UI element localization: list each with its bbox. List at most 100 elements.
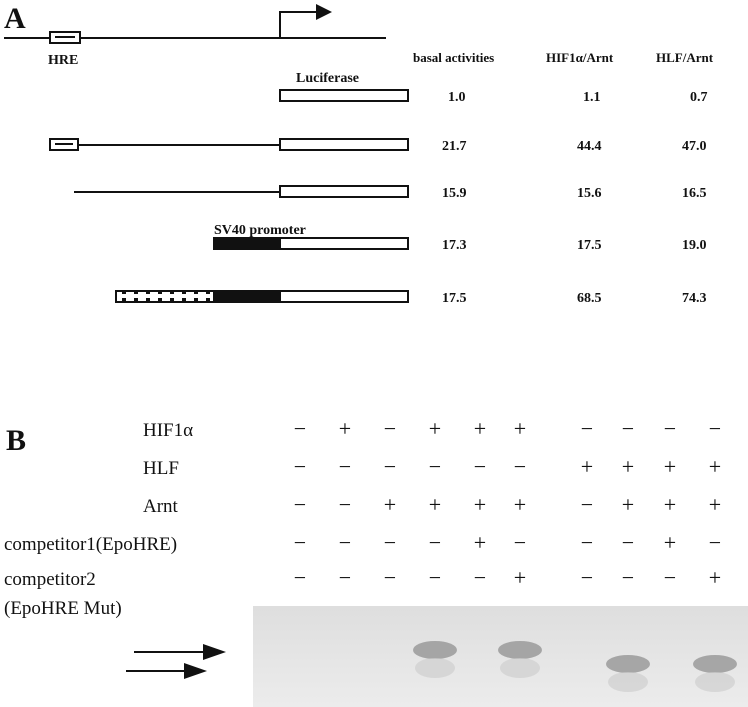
gel-band-smear (415, 658, 455, 678)
value-cell: 68.5 (577, 291, 602, 306)
lane-sign: − (581, 416, 593, 441)
lane-sign: − (339, 530, 351, 555)
value-cell: 21.7 (442, 139, 467, 154)
lane-sign: + (429, 492, 441, 517)
hre-label: HRE (48, 53, 78, 68)
panel-a-letter: A (4, 2, 26, 35)
lane-sign: + (514, 492, 526, 517)
construct-row-2 (49, 138, 409, 151)
factor-label-competitor2-mut: (EpoHRE Mut) (4, 598, 122, 619)
lane-sign: − (622, 565, 634, 590)
factor-labels: HIF1α HLF Arnt competitor1(EpoHRE) compe… (4, 420, 193, 619)
gel-band-smear (500, 658, 540, 678)
lane-sign: − (514, 454, 526, 479)
header-basal: basal activities (413, 50, 494, 65)
value-cell: 1.1 (583, 90, 601, 105)
lane-sign: − (384, 454, 396, 479)
gel-band (498, 641, 542, 659)
band-arrows (126, 644, 226, 679)
luciferase-box (279, 237, 409, 250)
luciferase-label: Luciferase (296, 71, 359, 86)
lane-sign: + (664, 492, 676, 517)
value-cell: 17.5 (442, 291, 467, 306)
lane-sign: − (294, 530, 306, 555)
sv40-promoter-label: SV40 promoter (214, 223, 306, 238)
gel-band (413, 641, 457, 659)
lane-sign: − (384, 416, 396, 441)
lane-sign: − (294, 565, 306, 590)
panel-b-letter: B (6, 424, 26, 457)
arrow-head-icon (316, 4, 332, 20)
lane-sign: + (474, 416, 486, 441)
lane-sign: − (429, 530, 441, 555)
lane-sign: − (581, 492, 593, 517)
lane-sign: − (664, 416, 676, 441)
genomic-map: HRE (4, 4, 386, 68)
lane-sign: − (581, 530, 593, 555)
gel-band (606, 655, 650, 673)
gel-band (693, 655, 737, 673)
gel-bands (413, 641, 737, 692)
lane-sign: − (294, 454, 306, 479)
gel-image (253, 606, 748, 707)
lane-sign: + (622, 492, 634, 517)
sv40-promoter-box (213, 290, 281, 303)
lane-sign: + (474, 492, 486, 517)
activity-values: 1.0 1.1 0.7 21.7 44.4 47.0 15.9 15.6 16.… (442, 90, 708, 306)
lane-sign: + (709, 454, 721, 479)
header-hif1a-arnt: HIF1α/Arnt (546, 50, 614, 65)
lane-sign: − (622, 530, 634, 555)
construct-row-4: SV40 promoter (213, 223, 409, 250)
sv40-promoter-box (213, 237, 281, 250)
activity-headers: basal activities HIF1α/Arnt HLF/Arnt (413, 50, 714, 65)
value-cell: 0.7 (690, 90, 708, 105)
lane-sign: − (339, 454, 351, 479)
lane-sign: + (514, 416, 526, 441)
lane-sign: + (384, 492, 396, 517)
hre-repeats-box (115, 290, 215, 303)
header-hlf-arnt: HLF/Arnt (656, 50, 714, 65)
lane-sign: − (581, 565, 593, 590)
luciferase-box (279, 89, 409, 102)
lane-sign: + (622, 454, 634, 479)
upper-band-arrow-icon (203, 644, 226, 660)
luciferase-box (279, 185, 409, 198)
luciferase-box (279, 290, 409, 303)
lane-sign: − (339, 492, 351, 517)
luciferase-box (279, 138, 409, 151)
lane-sign: + (339, 416, 351, 441)
lane-sign: − (429, 454, 441, 479)
lane-sign: − (474, 454, 486, 479)
lane-sign: − (709, 416, 721, 441)
gel-band-smear (608, 672, 648, 692)
value-cell: 17.5 (577, 238, 602, 253)
lane-sign: − (384, 530, 396, 555)
factor-label-hif1a: HIF1α (143, 420, 193, 441)
lane-sign: − (664, 565, 676, 590)
value-cell: 47.0 (682, 139, 707, 154)
gel-band-smear (695, 672, 735, 692)
lane-sign: + (664, 454, 676, 479)
value-cell: 44.4 (577, 139, 602, 154)
panel-b: B HIF1α HLF Arnt competitor1(EpoHRE) com… (4, 416, 748, 707)
transcription-start-arrow-icon (279, 11, 318, 38)
lane-sign: − (474, 565, 486, 590)
lower-band-arrow-icon (184, 663, 207, 679)
value-cell: 74.3 (682, 291, 707, 306)
lane-sign: + (474, 530, 486, 555)
lane-sign: − (429, 565, 441, 590)
value-cell: 19.0 (682, 238, 707, 253)
construct-row-5 (115, 290, 409, 303)
lane-sign: − (384, 565, 396, 590)
lane-sign: + (581, 454, 593, 479)
lane-sign: − (514, 530, 526, 555)
gel-background (253, 606, 748, 707)
lane-sign-grid: − + − + + + − − − − − − − − − − + + + + − − + + + + − + + + − − − − + − − − + −… (294, 416, 721, 590)
value-cell: 17.3 (442, 238, 467, 253)
panel-a: A HRE basal activities HIF1α/Arnt HLF/Ar… (4, 2, 714, 306)
value-cell: 1.0 (448, 90, 466, 105)
factor-label-arnt: Arnt (143, 496, 179, 517)
lane-sign: − (294, 492, 306, 517)
value-cell: 15.6 (577, 186, 602, 201)
